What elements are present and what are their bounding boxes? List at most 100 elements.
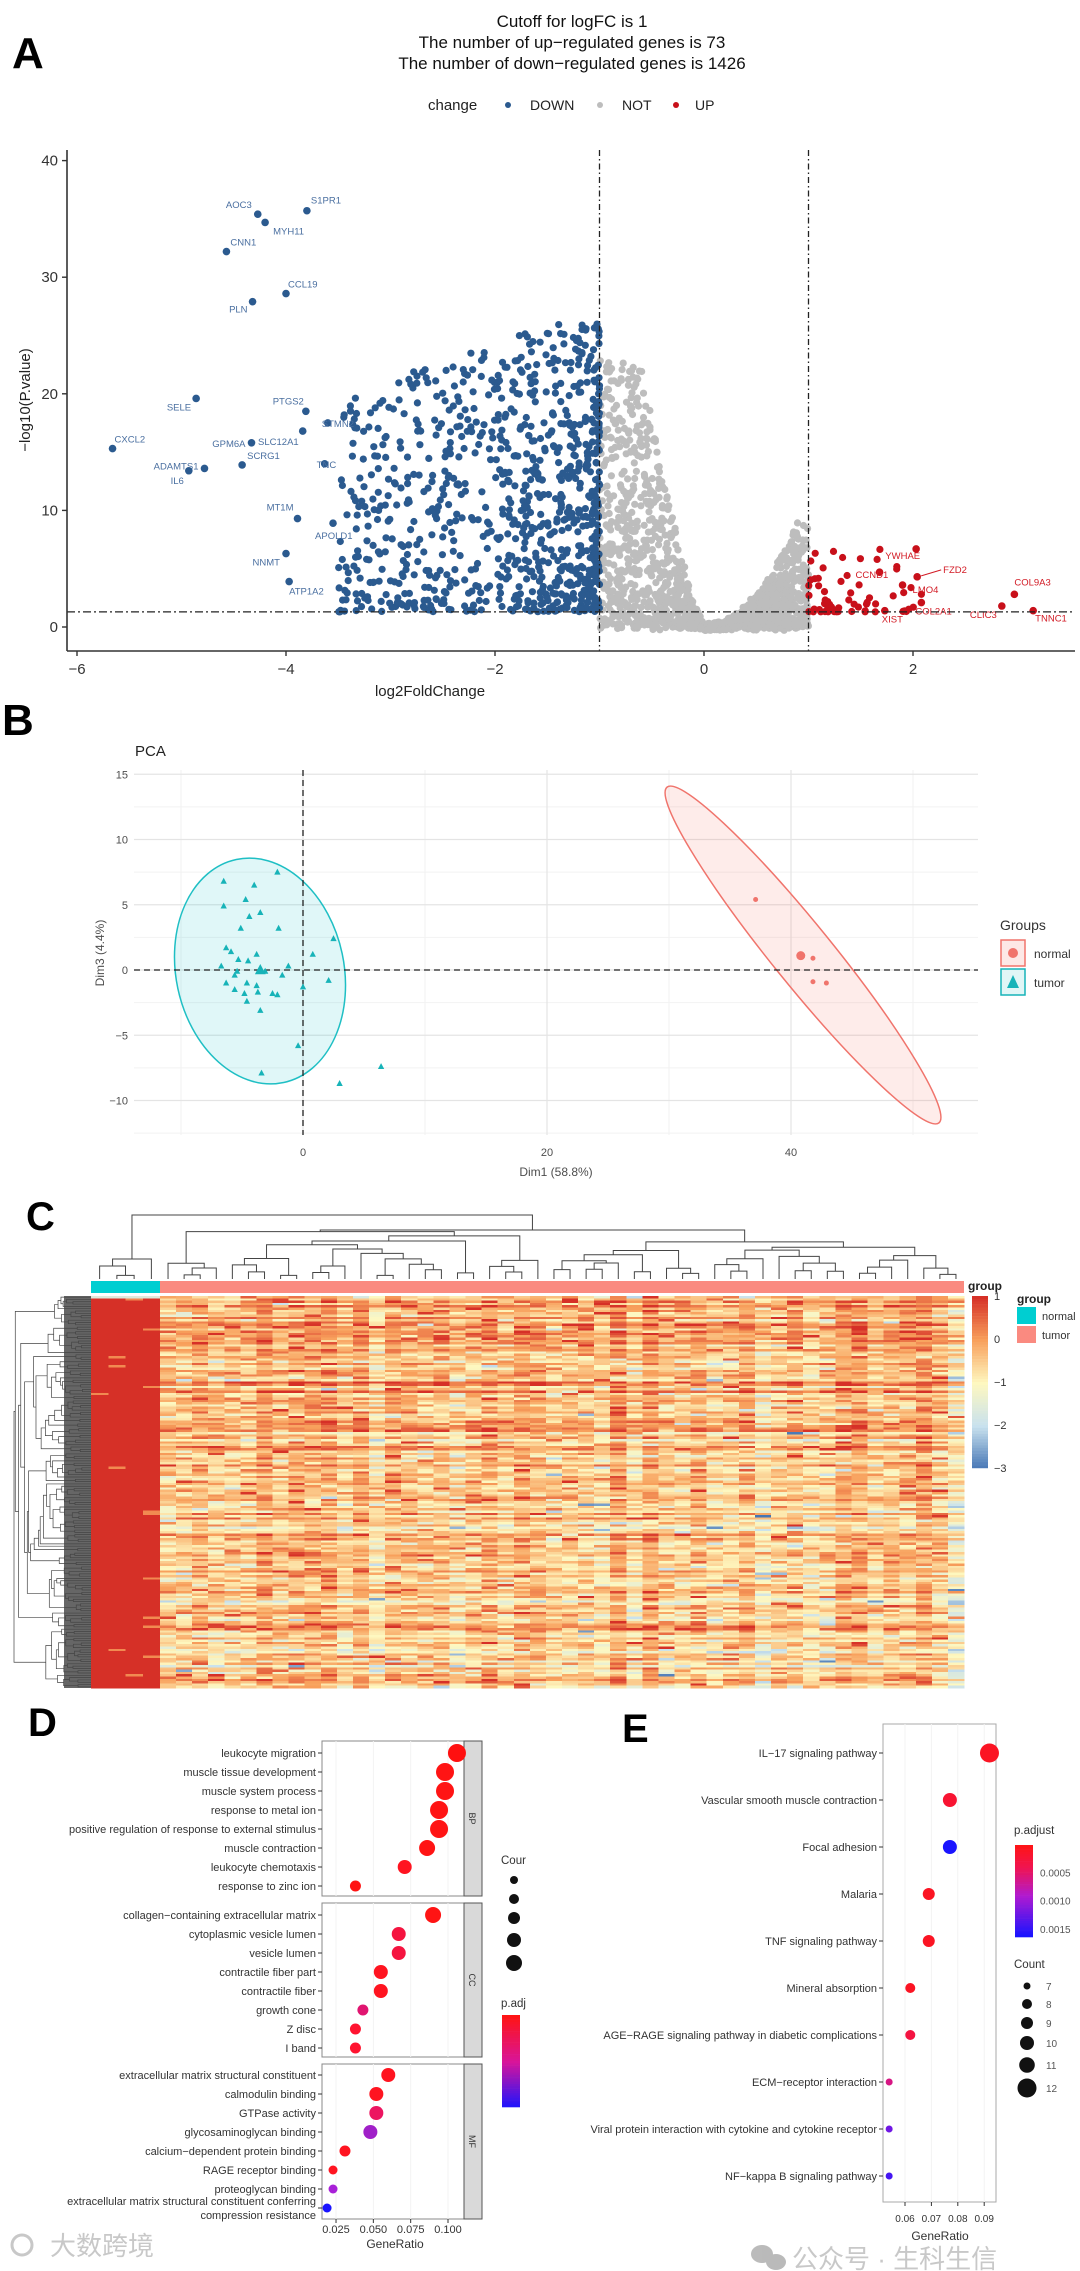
heatmap-cell — [883, 1321, 900, 1324]
point-up — [872, 600, 880, 608]
heatmap-cell — [433, 1296, 450, 1299]
heatmap-cell — [513, 1296, 531, 1299]
point-down — [505, 573, 513, 581]
heatmap-cell — [352, 1307, 370, 1311]
heatmap-cell — [803, 1335, 820, 1338]
heatmap-cell — [176, 1376, 193, 1380]
point-down — [449, 547, 457, 555]
heatmap-cell — [433, 1319, 450, 1322]
heatmap-cell — [125, 1325, 144, 1329]
heatmap-cell — [513, 1383, 531, 1387]
heatmap-cell — [91, 1346, 109, 1350]
heatmap-cell — [835, 1355, 852, 1359]
point-not — [630, 459, 638, 467]
heatmap-cell — [369, 1335, 386, 1338]
heatmap-cell — [224, 1316, 241, 1320]
heatmap-cell — [449, 1388, 466, 1391]
heatmap-cell — [819, 1360, 836, 1364]
heatmap-cell — [304, 1298, 322, 1301]
x-tick-label: 40 — [785, 1147, 797, 1159]
heatmap-cell — [562, 1312, 579, 1315]
heatmap-cell — [658, 1390, 675, 1394]
heatmap-cell — [578, 1316, 595, 1320]
heatmap-cell — [108, 1362, 126, 1366]
heatmap-cell — [562, 1358, 579, 1361]
heatmap-cell — [417, 1305, 434, 1308]
point-down — [421, 366, 429, 374]
heatmap-cell — [787, 1367, 804, 1371]
point-not — [676, 583, 685, 592]
heatmap-cell — [690, 1372, 708, 1375]
heatmap-cell — [417, 1342, 434, 1345]
point-down — [395, 396, 403, 404]
heatmap-cell — [91, 1369, 109, 1373]
heatmap-cell — [288, 1319, 306, 1322]
point-down — [557, 398, 565, 406]
heatmap-cell — [931, 1385, 949, 1389]
heatmap-cell — [481, 1376, 498, 1380]
heatmap-cell — [883, 1339, 900, 1343]
heatmap-cell — [465, 1332, 482, 1336]
heatmap-cell — [481, 1374, 498, 1378]
heatmap-cell — [352, 1300, 370, 1304]
heatmap-cell — [192, 1367, 209, 1371]
point-down — [471, 449, 479, 457]
point-down — [542, 388, 550, 396]
heatmap-cell — [642, 1332, 659, 1336]
point-down — [549, 602, 557, 610]
heatmap-cell — [497, 1323, 515, 1327]
heatmap-cell — [125, 1379, 144, 1382]
heatmap-cell — [497, 1316, 515, 1320]
heatmap-cell — [240, 1381, 257, 1384]
heatmap-cell — [851, 1367, 868, 1371]
heatmap-cell — [160, 1300, 177, 1304]
point-not — [604, 602, 613, 610]
point-not — [607, 395, 616, 403]
heatmap-cell — [385, 1365, 402, 1368]
heatmap-cell — [465, 1385, 482, 1389]
heatmap-cell — [819, 1330, 836, 1334]
heatmap-cell — [272, 1342, 289, 1345]
heatmap-cell — [449, 1321, 466, 1324]
point-down — [496, 589, 505, 597]
heatmap-cell — [931, 1332, 949, 1336]
point-down — [400, 410, 408, 418]
heatmap-cell — [658, 1367, 675, 1371]
point-up — [820, 588, 829, 596]
heatmap-cell — [674, 1369, 691, 1373]
heatmap-cell — [690, 1362, 708, 1366]
point-down — [492, 474, 500, 482]
heatmap-cell — [915, 1316, 933, 1320]
heatmap-cell — [91, 1328, 109, 1331]
heatmap-cell — [288, 1321, 306, 1324]
heatmap-cell — [578, 1307, 595, 1311]
heatmap-cell — [465, 1360, 482, 1364]
heatmap-cell — [738, 1358, 756, 1361]
heatmap-cell — [819, 1339, 836, 1343]
heatmap-cell — [417, 1337, 434, 1341]
heatmap-cell — [288, 1383, 306, 1387]
heatmap-cell — [851, 1298, 868, 1301]
heatmap-cell — [931, 1365, 949, 1368]
heatmap-cell — [288, 1365, 306, 1368]
heatmap-cell — [578, 1390, 595, 1394]
heatmap-cell — [142, 1385, 161, 1389]
heatmap-cell — [594, 1332, 611, 1336]
heatmap-cell — [835, 1300, 852, 1304]
point-down — [440, 588, 448, 596]
heatmap-cell — [449, 1390, 466, 1394]
heatmap-cell — [320, 1330, 338, 1334]
heatmap-cell — [256, 1323, 273, 1327]
heatmap-cell — [610, 1337, 627, 1341]
heatmap-cell — [545, 1300, 563, 1304]
heatmap-cell — [803, 1312, 820, 1315]
heatmap-cell — [240, 1325, 257, 1329]
heatmap-cell — [108, 1390, 126, 1394]
heatmap-cell — [176, 1349, 193, 1352]
heatmap-cell — [336, 1362, 354, 1366]
heatmap-cell — [674, 1314, 691, 1318]
heatmap-cell — [91, 1392, 109, 1396]
heatmap-cell — [851, 1349, 868, 1352]
heatmap-cell — [449, 1383, 466, 1387]
heatmap-cell — [272, 1307, 289, 1311]
